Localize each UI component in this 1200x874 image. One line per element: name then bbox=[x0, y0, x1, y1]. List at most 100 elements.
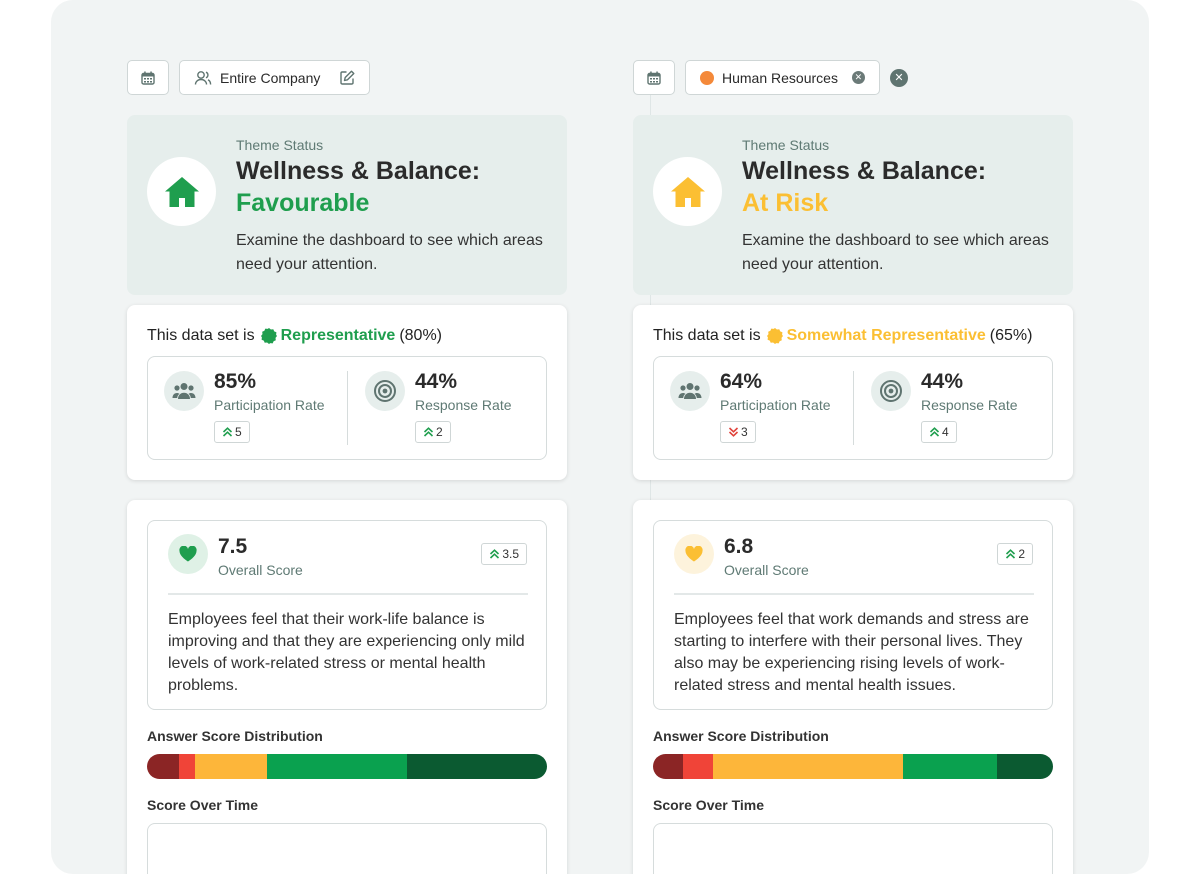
representative-badge-label: Somewhat Representative bbox=[786, 327, 986, 344]
dataset-card: This data set is Somewhat Representative… bbox=[633, 305, 1073, 480]
distribution-title: Answer Score Distribution bbox=[147, 728, 323, 744]
metrics-box: 64% Participation Rate 3 44% Response Ra… bbox=[653, 356, 1053, 460]
participation-trend-badge: 5 bbox=[214, 421, 250, 443]
metric-separator bbox=[347, 371, 348, 445]
distribution-segment-1 bbox=[147, 754, 179, 779]
representative-badge-label: Representative bbox=[280, 327, 396, 344]
overall-score-box: 6.8 Overall Score 2 Employees feel that … bbox=[653, 520, 1053, 710]
home-icon bbox=[164, 176, 199, 207]
metric-separator bbox=[853, 371, 854, 445]
score-trend-value: 3.5 bbox=[502, 547, 519, 561]
filter-bar: Entire Company bbox=[127, 60, 371, 95]
participation-trend-value: 5 bbox=[235, 425, 242, 439]
dataset-prefix: This data set is bbox=[653, 327, 761, 344]
dataset-prefix: This data set is bbox=[147, 327, 255, 344]
badge-icon bbox=[766, 328, 783, 344]
distribution-segment-5 bbox=[407, 754, 547, 779]
participation-trend-value: 3 bbox=[741, 425, 748, 439]
score-trend-badge: 3.5 bbox=[481, 543, 527, 565]
theme-status-card: Theme Status Wellness & Balance: Favoura… bbox=[127, 115, 567, 295]
score-over-time-title: Score Over Time bbox=[653, 797, 765, 813]
department-color-dot bbox=[700, 70, 714, 85]
badge-icon bbox=[260, 328, 277, 344]
heart-icon bbox=[685, 546, 703, 562]
response-rate-label: Response Rate bbox=[921, 397, 1018, 413]
distribution-segment-5 bbox=[997, 754, 1053, 779]
dataset-percentage: (65%) bbox=[989, 327, 1033, 344]
participation-rate-value: 64% bbox=[720, 370, 763, 393]
theme-status-label: Theme Status bbox=[742, 137, 830, 153]
answer-score-distribution-bar bbox=[653, 754, 1053, 779]
response-trend-badge: 2 bbox=[415, 421, 451, 443]
score-description: Employees feel that work demands and str… bbox=[674, 611, 1029, 694]
overall-score-value: 6.8 bbox=[724, 535, 754, 558]
overall-score-value: 7.5 bbox=[218, 535, 248, 558]
date-filter-button[interactable] bbox=[633, 60, 675, 95]
group-icon bbox=[172, 383, 196, 399]
heart-icon-circle bbox=[674, 534, 714, 574]
edit-icon[interactable] bbox=[340, 70, 355, 85]
clear-comparison-icon[interactable]: ✕ bbox=[889, 68, 908, 87]
theme-status-card: Theme Status Wellness & Balance: At Risk… bbox=[633, 115, 1073, 295]
dataset-card: This data set is Representative (80%) 85… bbox=[127, 305, 567, 480]
participation-rate-value: 85% bbox=[214, 370, 257, 393]
target-icon bbox=[374, 380, 396, 402]
calendar-icon bbox=[647, 71, 661, 85]
theme-status-label: Theme Status bbox=[236, 137, 324, 153]
representative-badge: Somewhat Representative bbox=[766, 327, 986, 345]
group-icon bbox=[678, 383, 702, 399]
participation-rate-label: Participation Rate bbox=[720, 397, 831, 413]
target-icon-circle bbox=[871, 371, 911, 411]
double-chevron-up-icon bbox=[929, 427, 940, 437]
filter-bar: Human Resources ✕ ✕ bbox=[633, 60, 908, 95]
overall-score-label: Overall Score bbox=[218, 562, 303, 578]
overall-score-box: 7.5 Overall Score 3.5 Employees feel tha… bbox=[147, 520, 547, 710]
target-icon bbox=[880, 380, 902, 402]
theme-icon-circle bbox=[147, 157, 216, 226]
response-rate-label: Response Rate bbox=[415, 397, 512, 413]
response-trend-badge: 4 bbox=[921, 421, 957, 443]
dataset-percentage: (80%) bbox=[399, 327, 443, 344]
score-trend-badge: 2 bbox=[997, 543, 1033, 565]
participation-rate-label: Participation Rate bbox=[214, 397, 325, 413]
double-chevron-up-icon bbox=[1006, 549, 1016, 559]
double-chevron-down-icon bbox=[728, 427, 739, 437]
department-filter-chip[interactable]: Human Resources ✕ bbox=[685, 60, 880, 95]
response-rate-value: 44% bbox=[921, 370, 964, 393]
score-trend-value: 2 bbox=[1018, 547, 1025, 561]
score-card: 7.5 Overall Score 3.5 Employees feel tha… bbox=[127, 500, 567, 874]
distribution-segment-3 bbox=[195, 754, 267, 779]
remove-filter-icon[interactable]: ✕ bbox=[851, 71, 865, 84]
distribution-segment-1 bbox=[653, 754, 683, 779]
theme-status-title: Wellness & Balance: bbox=[236, 157, 481, 185]
score-over-time-chart bbox=[653, 823, 1053, 874]
theme-icon-circle bbox=[653, 157, 722, 226]
home-icon bbox=[670, 176, 705, 207]
dataset-representativeness: This data set is Somewhat Representative… bbox=[653, 327, 1032, 345]
metrics-box: 85% Participation Rate 5 44% Response Ra… bbox=[147, 356, 547, 460]
dataset-representativeness: This data set is Representative (80%) bbox=[147, 327, 442, 345]
theme-status-description: Examine the dashboard to see which areas… bbox=[236, 232, 543, 273]
target-icon-circle bbox=[365, 371, 405, 411]
score-card: 6.8 Overall Score 2 Employees feel that … bbox=[633, 500, 1073, 874]
calendar-icon bbox=[141, 71, 155, 85]
theme-status-description: Examine the dashboard to see which areas… bbox=[742, 232, 1049, 273]
theme-status-value: At Risk bbox=[742, 189, 829, 217]
score-over-time-title: Score Over Time bbox=[147, 797, 259, 813]
heart-icon bbox=[179, 546, 197, 562]
answer-score-distribution-bar bbox=[147, 754, 547, 779]
date-filter-button[interactable] bbox=[127, 60, 169, 95]
score-description: Employees feel that their work-life bala… bbox=[168, 611, 525, 694]
overall-score-label: Overall Score bbox=[724, 562, 809, 578]
score-over-time-chart bbox=[147, 823, 547, 874]
distribution-segment-2 bbox=[179, 754, 195, 779]
distribution-segment-4 bbox=[903, 754, 997, 779]
group-filter-chip[interactable]: Entire Company bbox=[179, 60, 371, 95]
theme-status-title: Wellness & Balance: bbox=[742, 157, 987, 185]
double-chevron-up-icon bbox=[423, 427, 434, 437]
distribution-segment-2 bbox=[683, 754, 713, 779]
group-icon-circle bbox=[670, 371, 710, 411]
theme-status-value: Favourable bbox=[236, 189, 370, 217]
department-filter-label: Human Resources bbox=[722, 69, 838, 86]
response-trend-value: 2 bbox=[436, 425, 443, 439]
